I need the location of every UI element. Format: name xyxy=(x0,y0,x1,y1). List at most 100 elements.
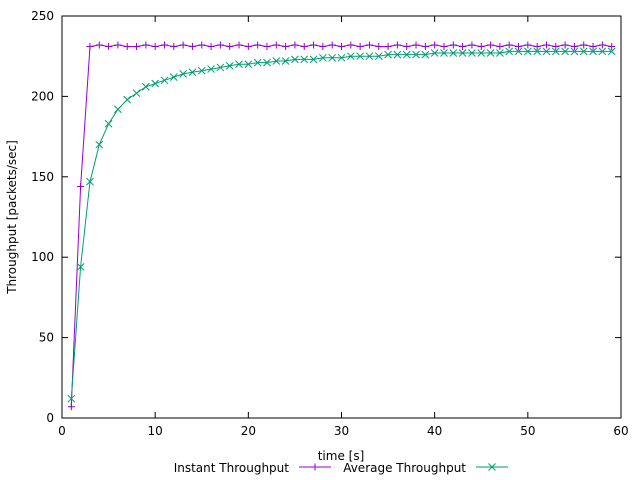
data-point-average xyxy=(346,52,355,61)
data-point-instant xyxy=(95,41,103,49)
data-point-instant xyxy=(328,41,336,49)
data-point-average xyxy=(598,47,607,56)
data-point-average xyxy=(160,76,169,85)
x-tick-label: 10 xyxy=(148,424,163,438)
data-point-instant xyxy=(244,43,252,51)
data-point-instant xyxy=(67,403,75,411)
data-point-instant xyxy=(412,41,420,49)
data-point-instant xyxy=(608,43,616,51)
series-layer xyxy=(67,41,616,411)
data-point-average xyxy=(365,52,374,61)
y-tick-label: 0 xyxy=(46,411,54,425)
data-point-average xyxy=(197,66,206,75)
data-point-average xyxy=(253,58,262,67)
legend-label-average: Average Throughput xyxy=(343,461,466,475)
data-point-average xyxy=(551,47,560,56)
data-point-average xyxy=(356,52,364,61)
data-point-instant xyxy=(487,41,495,49)
data-point-instant xyxy=(207,43,215,51)
data-point-average xyxy=(207,65,215,73)
data-point-instant xyxy=(133,43,141,51)
data-point-average xyxy=(216,63,225,72)
data-point-instant xyxy=(421,43,429,51)
data-point-instant xyxy=(226,43,234,51)
data-point-average xyxy=(402,50,411,59)
data-point-instant xyxy=(477,43,485,51)
data-point-average xyxy=(412,50,420,59)
data-point-average xyxy=(542,47,551,56)
data-point-average xyxy=(561,47,569,56)
data-point-average xyxy=(496,49,504,57)
data-point-instant xyxy=(542,41,550,49)
data-point-average xyxy=(523,47,532,56)
data-point-average xyxy=(123,95,132,104)
data-point-average xyxy=(579,47,588,56)
data-point-average xyxy=(281,57,290,65)
legend: Instant Throughput Average Throughput xyxy=(174,461,508,475)
data-point-instant xyxy=(338,43,345,51)
data-point-instant xyxy=(272,41,280,49)
data-point-average xyxy=(300,55,309,64)
data-point-instant xyxy=(77,182,85,190)
data-point-average xyxy=(169,73,178,81)
data-point-instant xyxy=(496,43,504,51)
data-point-instant xyxy=(384,43,392,51)
y-tick-label: 100 xyxy=(31,250,54,264)
x-tick-label: 20 xyxy=(241,424,256,438)
data-point-average xyxy=(505,47,514,56)
data-point-instant xyxy=(515,43,523,51)
data-point-instant xyxy=(598,41,606,49)
data-point-instant xyxy=(365,41,373,49)
data-point-instant xyxy=(123,43,131,51)
data-point-average xyxy=(607,47,616,56)
data-point-average xyxy=(263,58,271,67)
data-point-average xyxy=(235,60,243,69)
data-point-average xyxy=(76,262,85,271)
data-point-instant xyxy=(356,43,364,51)
x-axis-label: time [s] xyxy=(318,449,365,463)
data-point-average xyxy=(95,140,104,149)
data-point-average xyxy=(114,105,122,114)
data-point-instant xyxy=(347,41,355,49)
y-tick-label: 150 xyxy=(31,170,54,184)
y-axis-label: Throughput [packets/sec] xyxy=(5,140,19,295)
data-point-instant xyxy=(188,43,196,51)
data-point-instant xyxy=(198,41,206,49)
data-point-average xyxy=(374,52,383,61)
data-point-instant xyxy=(142,41,150,49)
data-point-instant xyxy=(105,43,113,51)
data-point-average xyxy=(486,49,495,57)
data-point-average xyxy=(272,57,281,65)
data-point-average xyxy=(67,394,76,403)
data-point-instant xyxy=(580,41,588,49)
data-point-instant xyxy=(179,41,187,49)
x-tick-label: 40 xyxy=(427,424,442,438)
data-point-average xyxy=(393,50,402,59)
data-point-average xyxy=(514,47,523,56)
data-point-instant xyxy=(86,43,94,51)
data-point-instant xyxy=(254,41,262,49)
data-point-instant xyxy=(375,43,383,51)
data-point-instant xyxy=(114,41,122,49)
data-point-instant xyxy=(310,41,318,49)
data-point-average xyxy=(430,49,439,57)
series-line-average xyxy=(70,50,612,399)
y-tick-label: 200 xyxy=(31,89,54,103)
data-point-average xyxy=(225,61,234,70)
data-point-instant xyxy=(160,41,168,49)
data-point-instant xyxy=(282,43,290,51)
data-point-instant xyxy=(300,43,308,51)
data-point-average xyxy=(458,49,467,57)
data-point-average xyxy=(421,50,430,59)
data-point-average xyxy=(384,50,392,59)
data-point-instant xyxy=(151,43,159,51)
legend-label-instant: Instant Throughput xyxy=(174,461,290,475)
data-point-average xyxy=(141,82,150,91)
data-point-average xyxy=(188,68,197,77)
data-point-average xyxy=(132,89,141,98)
data-point-average xyxy=(309,55,318,64)
data-point-average xyxy=(477,49,486,57)
series-line-instant xyxy=(70,44,612,407)
data-point-instant xyxy=(570,43,578,51)
